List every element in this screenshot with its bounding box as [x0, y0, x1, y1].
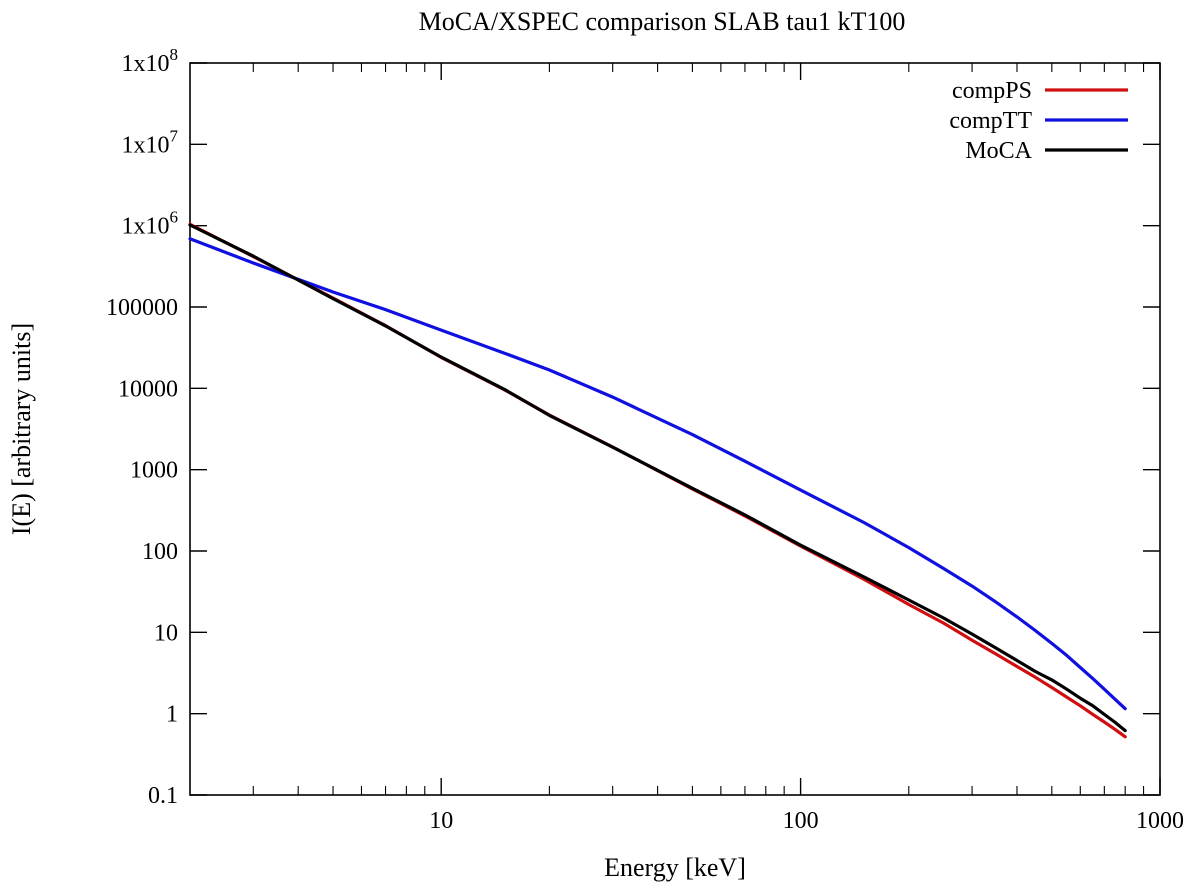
- y-tick-label-exponent: 6: [170, 208, 179, 227]
- y-tick-label-text: 10000: [118, 376, 178, 402]
- series-line-compps: [188, 222, 1127, 739]
- legend-label: compTT: [949, 108, 1032, 134]
- legend-item: MoCA: [965, 138, 1128, 164]
- series-line-moca: [188, 223, 1127, 733]
- y-tick-label-text: 100000: [106, 295, 178, 321]
- y-tick-label: 0.1: [148, 783, 178, 809]
- x-tick-label: 100: [783, 808, 819, 834]
- x-axis-label: Energy [keV]: [604, 853, 746, 882]
- y-tick-label: 1000: [130, 458, 178, 484]
- y-tick-label-text: 1x10: [122, 132, 170, 158]
- y-tick-label-text: 1000: [130, 458, 178, 484]
- y-tick-label: 10000: [118, 376, 178, 402]
- y-tick-label: 100000: [106, 295, 178, 321]
- legend-label: MoCA: [965, 138, 1032, 164]
- y-tick-label: 100: [142, 539, 178, 565]
- y-tick-label: 1x106: [122, 208, 179, 240]
- y-tick-label-text: 1x10: [122, 214, 170, 240]
- legend-item: compTT: [949, 108, 1128, 134]
- x-tick-label: 1000: [1136, 808, 1184, 834]
- legend-label: compPS: [952, 78, 1032, 104]
- series-group: [188, 222, 1127, 739]
- series-line-comptt: [188, 237, 1127, 711]
- y-tick-label-text: 10: [154, 620, 178, 646]
- y-tick-label-text: 1x10: [122, 51, 170, 77]
- y-tick-label-text: 0.1: [148, 783, 178, 809]
- y-tick-label: 1: [166, 702, 178, 728]
- y-tick-label: 1x107: [122, 126, 179, 158]
- legend-item: compPS: [952, 78, 1128, 104]
- y-tick-label-exponent: 8: [170, 45, 179, 64]
- legend: compPS compTT MoCA: [949, 78, 1128, 164]
- y-tick-label-exponent: 7: [170, 126, 179, 145]
- x-axis: 10 100 1000: [252, 63, 1184, 834]
- y-tick-label: 1x108: [122, 45, 179, 77]
- x-tick-label: 10: [429, 808, 453, 834]
- y-tick-label-text: 100: [142, 539, 178, 565]
- plot-frame: [189, 62, 1161, 796]
- y-tick-label: 10: [154, 620, 178, 646]
- chart-title: MoCA/XSPEC comparison SLAB tau1 kT100: [419, 7, 906, 36]
- plot-area: 10 100 1000 0.11101001000100001000001x1061…: [106, 45, 1184, 834]
- y-tick-label-text: 1: [166, 702, 178, 728]
- y-axis-label: I(E) [arbitrary units]: [7, 323, 36, 535]
